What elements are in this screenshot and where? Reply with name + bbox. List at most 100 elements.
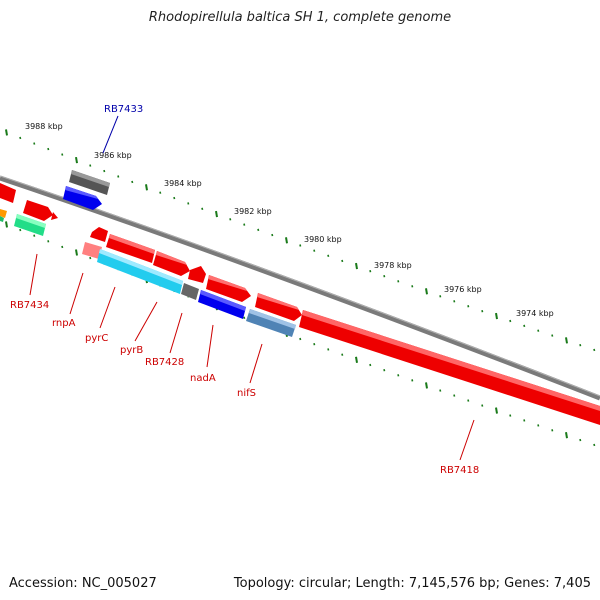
map-title: Rhodopirellula baltica SH 1, complete ge… — [148, 10, 452, 25]
outer-tick — [5, 129, 8, 136]
topology-text: Topology: circular; Length: 7,145,576 bp… — [233, 576, 591, 591]
scale-label-3984: 3984 kbp — [164, 179, 202, 188]
gene-RB7418-red[interactable] — [299, 310, 600, 425]
outer-tick — [383, 275, 386, 278]
outer-tick — [509, 319, 512, 323]
scale-label-3978: 3978 kbp — [374, 261, 412, 270]
inner-tick — [355, 356, 358, 364]
genome-backbone — [0, 175, 600, 401]
gene-RB7433-gray[interactable] — [69, 170, 110, 195]
inner-tick — [313, 343, 316, 346]
outer-tick — [551, 334, 554, 337]
outer-tick — [159, 191, 162, 194]
outer-tick — [481, 309, 484, 313]
inner-tick — [327, 348, 330, 351]
inner-tick — [565, 432, 568, 439]
outer-tick — [201, 207, 204, 210]
gene-label-nifS: nifS — [237, 388, 256, 399]
gene-left-orange — [0, 209, 7, 218]
outer-tick — [313, 249, 316, 252]
outer-tick — [397, 280, 400, 283]
outer-tick — [537, 329, 540, 332]
gene-nadA-red[interactable] — [206, 275, 251, 302]
outer-scale-ticks — [5, 129, 596, 352]
inner-tick — [467, 399, 470, 402]
gene-label-RB7428: RB7428 — [145, 357, 184, 368]
scale-label-3982: 3982 kbp — [234, 207, 272, 216]
outer-tick — [411, 285, 414, 288]
inner-tick — [369, 363, 372, 367]
outer-tick — [75, 156, 78, 164]
inner-tick — [89, 256, 92, 260]
outer-tick — [229, 218, 232, 221]
outer-tick — [271, 233, 274, 237]
scale-label-3980: 3980 kbp — [304, 235, 342, 244]
gene-label-rnpA: rnpA — [52, 318, 76, 329]
outer-tick — [117, 175, 120, 178]
gene-RB7433-blue[interactable] — [63, 186, 102, 210]
gene-nifS-red[interactable] — [255, 293, 302, 321]
outer-tick — [495, 312, 498, 320]
gene-pink[interactable] — [82, 242, 102, 259]
outer-tick — [467, 305, 470, 308]
inner-tick — [579, 438, 582, 442]
inner-tick — [341, 353, 344, 356]
gene-label-pyrC: pyrC — [85, 333, 108, 344]
outer-tick — [341, 259, 344, 263]
gene-gray-small[interactable] — [181, 283, 199, 300]
gene-rnpA-red[interactable] — [90, 227, 108, 242]
outer-tick — [19, 136, 22, 140]
outer-tick — [579, 343, 582, 347]
accession-text: Accession: NC_005027 — [9, 576, 157, 591]
inner-tick — [19, 228, 22, 232]
inner-tick — [453, 394, 456, 397]
scale-label-3974: 3974 kbp — [516, 309, 554, 318]
gene-label-pyrB: pyrB — [120, 345, 143, 356]
inner-tick — [397, 374, 400, 377]
inner-tick — [47, 240, 50, 243]
gene-pyrB-red[interactable] — [153, 251, 190, 276]
outer-tick — [243, 223, 246, 226]
inner-tick — [33, 234, 36, 237]
outer-tick — [285, 237, 288, 244]
outer-tick — [565, 337, 568, 344]
gene-nifS-steel[interactable] — [246, 309, 296, 337]
gene-left-red-small[interactable] — [51, 212, 58, 220]
gene-pyrC-red[interactable] — [106, 234, 155, 263]
inner-tick — [551, 429, 554, 432]
outer-tick — [145, 184, 148, 191]
gene-RB7434-green[interactable] — [14, 214, 46, 236]
outer-tick — [33, 142, 36, 145]
outer-tick — [187, 202, 190, 205]
outer-tick — [327, 254, 330, 258]
gene-left-red-1[interactable] — [0, 183, 16, 203]
outer-tick — [425, 288, 428, 295]
inner-tick — [495, 407, 498, 414]
gene-left-red-2[interactable] — [23, 200, 53, 221]
inner-tick — [383, 368, 386, 372]
outer-tick — [89, 164, 92, 167]
outer-tick — [173, 196, 176, 200]
outer-tick — [453, 300, 456, 303]
outer-tick — [215, 210, 218, 218]
outer-tick — [369, 269, 372, 273]
gene-left-green-small — [0, 216, 4, 222]
gene-RB7428-red[interactable] — [188, 266, 206, 283]
outer-tick — [593, 348, 596, 352]
inner-tick — [299, 337, 302, 341]
outer-tick — [523, 324, 526, 328]
outer-tick — [299, 244, 302, 247]
outer-tick — [61, 153, 64, 156]
scale-label-3988: 3988 kbp — [25, 122, 63, 131]
inner-tick — [523, 419, 526, 422]
inner-tick — [61, 245, 64, 249]
scale-label-3986: 3986 kbp — [94, 151, 132, 160]
gene-label-nadA: nadA — [190, 373, 216, 384]
gene-label-RB7433: RB7433 — [104, 104, 143, 115]
inner-tick — [439, 389, 442, 392]
gene-cyan[interactable] — [97, 249, 183, 294]
inner-tick — [509, 414, 512, 417]
gene-label-RB7434: RB7434 — [10, 300, 49, 311]
gene-nadA-blue[interactable] — [198, 290, 246, 319]
